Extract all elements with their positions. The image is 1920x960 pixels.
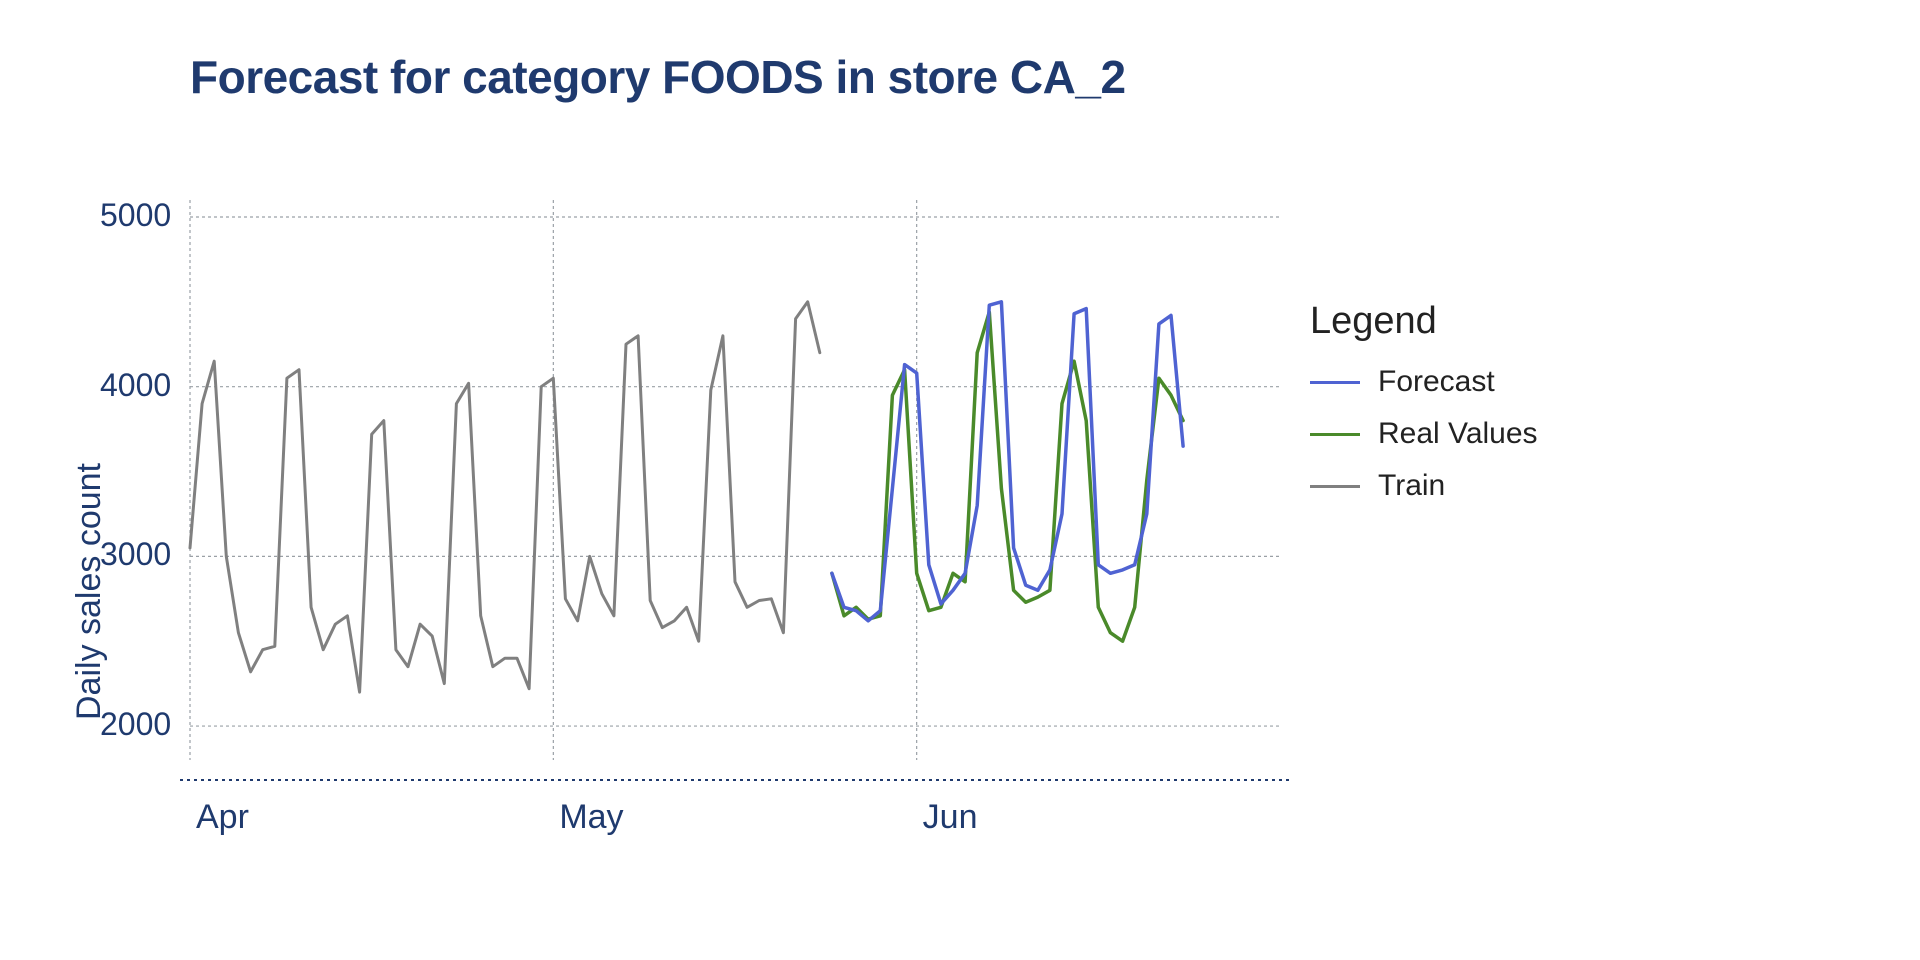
- y-tick: 3000: [100, 536, 171, 573]
- legend-label-real: Real Values: [1378, 417, 1538, 451]
- legend-title: Legend: [1310, 300, 1538, 343]
- chart-title: Forecast for category FOODS in store CA_…: [190, 50, 1126, 104]
- legend-label-train: Train: [1378, 469, 1445, 503]
- legend-swatch-train: [1310, 485, 1360, 488]
- x-tick: May: [559, 798, 623, 837]
- legend-swatch-real: [1310, 433, 1360, 436]
- legend-items: Forecast Real Values Train: [1310, 365, 1538, 503]
- y-axis-label: Daily sales count: [70, 463, 109, 720]
- forecast-chart-container: Forecast for category FOODS in store CA_…: [0, 0, 1920, 960]
- y-tick: 4000: [100, 367, 171, 404]
- legend: Legend Forecast Real Values Train: [1310, 300, 1538, 503]
- legend-item-forecast: Forecast: [1310, 365, 1538, 399]
- series-real: [832, 312, 1183, 641]
- legend-item-real: Real Values: [1310, 417, 1538, 451]
- legend-swatch-forecast: [1310, 381, 1360, 384]
- y-tick: 5000: [100, 197, 171, 234]
- legend-label-forecast: Forecast: [1378, 365, 1495, 399]
- x-tick: Jun: [923, 798, 978, 837]
- series-train: [190, 302, 820, 692]
- plot-area: [180, 190, 1350, 810]
- x-tick: Apr: [196, 798, 249, 837]
- legend-item-train: Train: [1310, 469, 1538, 503]
- y-tick: 2000: [100, 706, 171, 743]
- series-forecast: [832, 302, 1183, 621]
